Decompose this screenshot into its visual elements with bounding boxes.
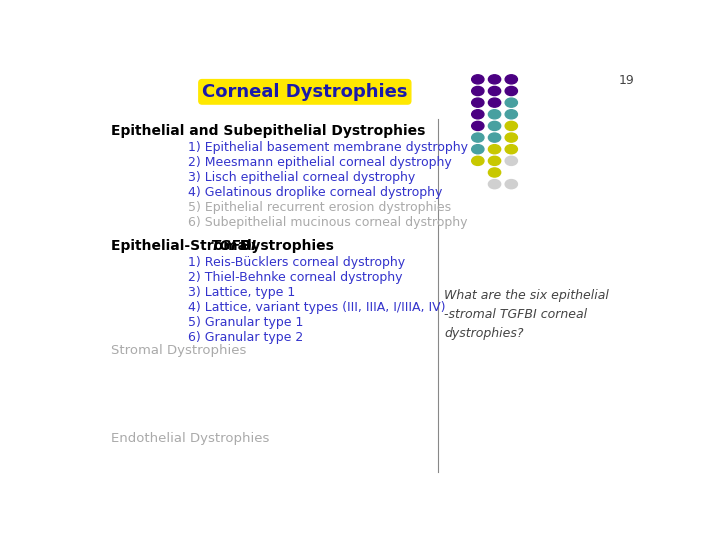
Text: Corneal Dystrophies: Corneal Dystrophies bbox=[202, 83, 408, 101]
Circle shape bbox=[472, 98, 484, 107]
Text: Dystrophies: Dystrophies bbox=[235, 239, 333, 253]
Text: 6) Granular type 2: 6) Granular type 2 bbox=[188, 332, 303, 345]
Circle shape bbox=[488, 110, 500, 119]
Text: 4) Lattice, variant types (III, IIIA, I/IIIA, IV): 4) Lattice, variant types (III, IIIA, I/… bbox=[188, 301, 445, 314]
Circle shape bbox=[488, 98, 500, 107]
Circle shape bbox=[505, 156, 518, 165]
Text: 5) Granular type 1: 5) Granular type 1 bbox=[188, 316, 303, 329]
Circle shape bbox=[472, 145, 484, 154]
Circle shape bbox=[505, 145, 518, 154]
Text: 2) Meesmann epithelial corneal dystrophy: 2) Meesmann epithelial corneal dystrophy bbox=[188, 156, 451, 169]
Circle shape bbox=[505, 122, 518, 131]
Text: TGFBI: TGFBI bbox=[210, 239, 256, 253]
Circle shape bbox=[472, 156, 484, 165]
Text: 6) Subepithelial mucinous corneal dystrophy: 6) Subepithelial mucinous corneal dystro… bbox=[188, 216, 467, 229]
Text: Epithelial and Subepithelial Dystrophies: Epithelial and Subepithelial Dystrophies bbox=[111, 124, 426, 138]
Circle shape bbox=[488, 145, 500, 154]
Circle shape bbox=[472, 122, 484, 131]
Circle shape bbox=[505, 180, 518, 188]
Circle shape bbox=[472, 133, 484, 142]
Text: 3) Lattice, type 1: 3) Lattice, type 1 bbox=[188, 286, 295, 299]
Circle shape bbox=[505, 98, 518, 107]
Circle shape bbox=[488, 75, 500, 84]
Text: What are the six epithelial
-stromal TGFBI corneal
dystrophies?: What are the six epithelial -stromal TGF… bbox=[444, 289, 609, 340]
Text: 19: 19 bbox=[618, 74, 634, 87]
Circle shape bbox=[505, 133, 518, 142]
Text: 5) Epithelial recurrent erosion dystrophies: 5) Epithelial recurrent erosion dystroph… bbox=[188, 201, 451, 214]
Text: 1) Epithelial basement membrane dystrophy: 1) Epithelial basement membrane dystroph… bbox=[188, 141, 468, 154]
Circle shape bbox=[488, 180, 500, 188]
Circle shape bbox=[472, 86, 484, 96]
Text: Epithelial-Stromal: Epithelial-Stromal bbox=[111, 239, 257, 253]
Text: 3) Lisch epithelial corneal dystrophy: 3) Lisch epithelial corneal dystrophy bbox=[188, 171, 415, 184]
Circle shape bbox=[505, 110, 518, 119]
Circle shape bbox=[472, 75, 484, 84]
Circle shape bbox=[505, 86, 518, 96]
Text: 4) Gelatinous droplike corneal dystrophy: 4) Gelatinous droplike corneal dystrophy bbox=[188, 186, 442, 199]
Circle shape bbox=[488, 122, 500, 131]
Text: Endothelial Dystrophies: Endothelial Dystrophies bbox=[111, 431, 269, 444]
Circle shape bbox=[472, 110, 484, 119]
Circle shape bbox=[488, 86, 500, 96]
Circle shape bbox=[488, 168, 500, 177]
Circle shape bbox=[505, 75, 518, 84]
Text: 1) Reis-Bücklers corneal dystrophy: 1) Reis-Bücklers corneal dystrophy bbox=[188, 256, 405, 269]
Text: Stromal Dystrophies: Stromal Dystrophies bbox=[111, 344, 246, 357]
Circle shape bbox=[488, 133, 500, 142]
Circle shape bbox=[488, 156, 500, 165]
Text: 2) Thiel-Behnke corneal dystrophy: 2) Thiel-Behnke corneal dystrophy bbox=[188, 272, 402, 285]
